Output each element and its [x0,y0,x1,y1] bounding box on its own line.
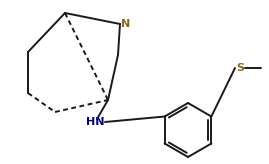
Text: HN: HN [86,117,104,127]
Text: N: N [121,19,130,29]
Text: S: S [236,63,244,73]
